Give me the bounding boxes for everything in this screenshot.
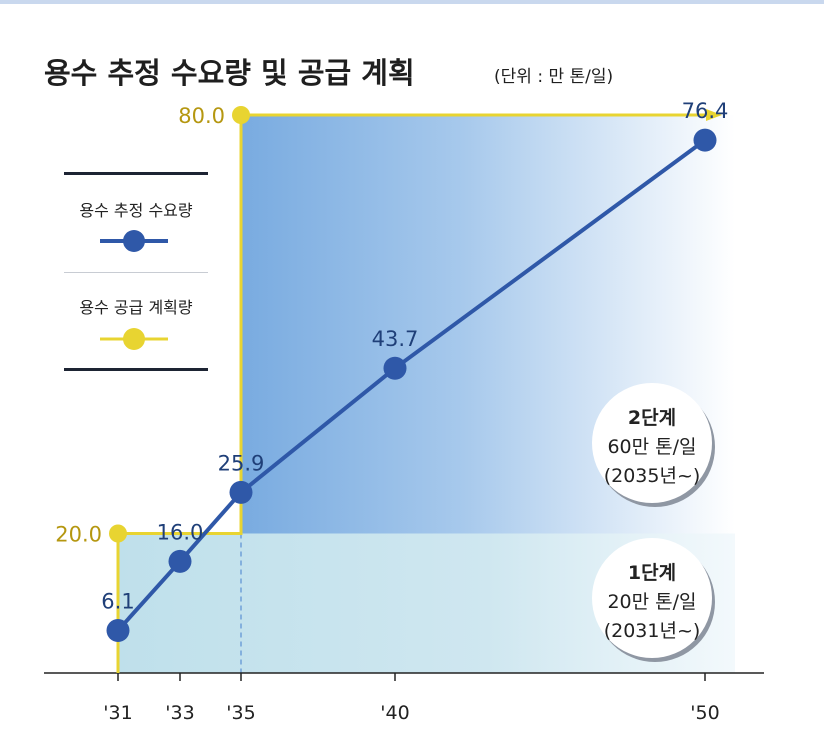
stage-2-amount: 60만 톤/일 (607, 436, 697, 458)
supply-point-label: 20.0 (55, 523, 102, 547)
demand-point (229, 480, 253, 504)
x-tick-label: '40 (380, 702, 409, 724)
demand-point-label: 6.1 (101, 589, 134, 613)
stage-1-name: 1단계 (627, 562, 677, 584)
supply-point (109, 524, 127, 543)
stage-2-name: 2단계 (627, 407, 677, 429)
stage-2-badge: 2단계 60만 톤/일 (2035년~) (592, 383, 712, 503)
supply-arrow-head (706, 109, 722, 121)
demand-point (693, 128, 717, 152)
demand-point-label: 76.4 (682, 99, 729, 123)
supply-point-label: 80.0 (178, 104, 225, 128)
demand-point-label: 25.9 (218, 451, 265, 475)
legend-supply-symbol (100, 328, 168, 350)
legend-bottom-rule (64, 368, 208, 371)
legend-separator (64, 272, 208, 273)
legend-top-rule (64, 172, 208, 175)
demand-point-label: 43.7 (372, 327, 419, 351)
stage-2-since: (2035년~) (603, 465, 701, 487)
chart-title: 용수 추정 수요량 및 공급 계획 (44, 56, 415, 90)
x-tick-label: '50 (690, 702, 719, 724)
x-tick-label: '35 (226, 702, 255, 724)
demand-point (383, 356, 407, 380)
unit-label: (단위 : 만 톤/일) (494, 67, 614, 87)
demand-point-label: 16.0 (157, 520, 204, 544)
supply-step-line (116, 113, 708, 673)
stage-1-badge: 1단계 20만 톤/일 (2031년~) (592, 538, 712, 658)
x-tick-label: '33 (165, 702, 194, 724)
top-rule (0, 0, 824, 4)
stage-1-amount: 20만 톤/일 (607, 591, 697, 613)
demand-point (106, 618, 130, 642)
x-tick-label: '31 (103, 702, 132, 724)
supply-point (232, 106, 250, 124)
stage-1-since: (2031년~) (603, 620, 701, 642)
demand-point (168, 549, 192, 573)
legend-supply-label: 용수 공급 계획량 (79, 298, 193, 317)
legend-demand-symbol (100, 230, 168, 252)
legend-demand-label: 용수 추정 수요량 (79, 201, 193, 220)
